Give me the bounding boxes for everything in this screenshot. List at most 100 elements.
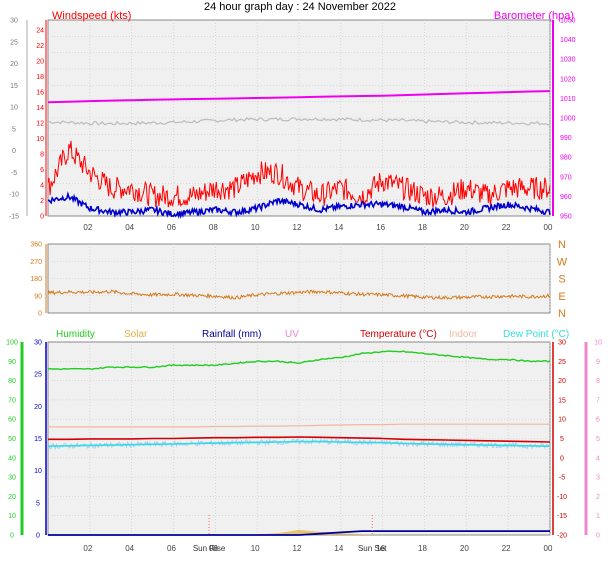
- compass-label: E: [558, 291, 565, 303]
- wind-tick-label: 22: [36, 43, 44, 50]
- baro-tick-label: 1040: [560, 37, 576, 44]
- temperature-tick-label: -15: [557, 513, 567, 520]
- wind-tick-label: 8: [40, 152, 44, 159]
- baro-tick-label: 1050: [560, 18, 576, 25]
- outer-tick-label: 0: [12, 148, 16, 155]
- temperature-line: [48, 436, 551, 443]
- main-tick-label: 20: [34, 404, 42, 411]
- baro-tick-label: 980: [560, 155, 572, 162]
- legend-dew-point-c-: Dew Point (°C): [503, 329, 569, 340]
- wind-tick-label: 12: [36, 121, 44, 128]
- x-tick-label: 02: [83, 223, 92, 232]
- direction-tick-label: 270: [30, 259, 42, 266]
- compass-label: N: [558, 239, 566, 251]
- x-tick-label: 16: [376, 544, 385, 553]
- average-wind-line: [47, 191, 551, 220]
- x-tick-label: 18: [418, 223, 427, 232]
- main-tick-label: 10: [34, 468, 42, 475]
- temperature-tick-label: -20: [557, 533, 567, 540]
- x-tick-label: 12: [293, 544, 302, 553]
- humidity-tick-label: 10: [8, 513, 16, 520]
- humidity-tick-label: 90: [8, 359, 16, 366]
- x-tick-label: 04: [125, 223, 134, 232]
- wind-tick-label: 0: [40, 214, 44, 221]
- outer-tick-label: 5: [12, 126, 16, 133]
- temperature-tick-label: 20: [558, 378, 566, 385]
- temperature-tick-label: 30: [558, 340, 566, 347]
- baro-tick-label: 960: [560, 194, 572, 201]
- outer-tick-label: 15: [10, 83, 18, 90]
- wind-tick-label: 24: [36, 28, 44, 35]
- humidity-tick-label: 80: [8, 378, 16, 385]
- x-tick-label: 20: [460, 544, 469, 553]
- main-tick-label: 0: [36, 533, 40, 540]
- x-tick-label: 20: [460, 223, 469, 232]
- direction-tick-label: 90: [34, 293, 42, 300]
- temperature-tick-label: -5: [559, 475, 565, 482]
- x-tick-label: 10: [251, 544, 260, 553]
- wind-tick-label: 10: [36, 136, 44, 143]
- solar-area: [48, 529, 550, 535]
- sunrise-label: Sun Rise: [193, 544, 226, 553]
- legend-indoor: Indoor: [449, 329, 478, 340]
- x-tick-label: 08: [209, 223, 218, 232]
- humidity-tick-label: 50: [8, 436, 16, 443]
- humidity-tick-label: 60: [8, 417, 16, 424]
- main-tick-label: 5: [36, 500, 40, 507]
- uv-tick-label: 8: [596, 378, 600, 385]
- uv-tick-label: 1: [596, 513, 600, 520]
- x-tick-label: 14: [334, 223, 343, 232]
- direction-tick-label: 360: [30, 242, 42, 249]
- gust-line: [47, 140, 551, 208]
- rainfall-line: [48, 530, 550, 536]
- x-tick-label: 06: [167, 544, 176, 553]
- wind-tick-label: 4: [40, 183, 44, 190]
- main-tick-label: 30: [34, 340, 42, 347]
- compass-label: W: [557, 256, 568, 268]
- x-tick-label: 00: [544, 223, 553, 232]
- wind-tick-label: 18: [36, 74, 44, 81]
- x-tick-label: 14: [334, 544, 343, 553]
- x-tick-label: 04: [125, 544, 134, 553]
- temperature-tick-label: 15: [558, 397, 566, 404]
- x-tick-label: 10: [251, 223, 260, 232]
- temperature-tick-label: -10: [557, 494, 567, 501]
- humidity-tick-label: 100: [6, 340, 18, 347]
- wind-tick-label: 6: [40, 167, 44, 174]
- x-tick-label: 02: [83, 544, 92, 553]
- temperature-tick-label: 0: [560, 455, 564, 462]
- uv-tick-label: 5: [596, 436, 600, 443]
- indoor-line: [48, 423, 550, 428]
- wind-tick-label: 16: [36, 90, 44, 97]
- baro-tick-label: 970: [560, 174, 572, 181]
- baro-tick-label: 1000: [560, 116, 576, 123]
- humidity-tick-label: 30: [8, 475, 16, 482]
- x-tick-label: 12: [293, 223, 302, 232]
- dew-point-line: [47, 440, 551, 447]
- x-tick-label: 08: [209, 544, 218, 553]
- wind-direction-line: [47, 289, 551, 301]
- legend-uv: UV: [285, 329, 299, 340]
- temperature-tick-label: 5: [560, 436, 564, 443]
- humidity-tick-label: 70: [8, 397, 16, 404]
- legend-rainfall-mm-: Rainfall (mm): [202, 329, 261, 340]
- x-tick-label: 22: [502, 544, 511, 553]
- sunset-label: Sun Set: [358, 544, 387, 553]
- outer-tick-label: -5: [11, 170, 17, 177]
- baro-tick-label: 950: [560, 214, 572, 221]
- outer-tick-label: 30: [10, 18, 18, 25]
- x-tick-label: 22: [502, 223, 511, 232]
- main-tick-label: 25: [34, 372, 42, 379]
- uv-tick-label: 0: [596, 533, 600, 540]
- baro-tick-label: 1010: [560, 96, 576, 103]
- baro-tick-label: 990: [560, 135, 572, 142]
- barometer-axis-label: Barometer (hpa): [494, 10, 574, 22]
- wind-tick-label: 2: [40, 198, 44, 205]
- main-tick-label: 15: [34, 436, 42, 443]
- dew-point-noise: [47, 437, 551, 451]
- uv-tick-label: 2: [596, 494, 600, 501]
- direction-tick-label: 0: [38, 311, 42, 318]
- outer-tick-label: -10: [9, 192, 19, 199]
- compass-label: N: [558, 308, 566, 320]
